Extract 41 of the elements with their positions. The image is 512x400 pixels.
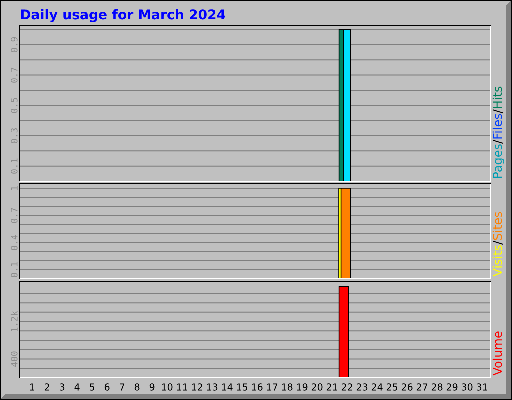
x-tick-label: 19 bbox=[297, 384, 308, 391]
x-tick-label: 21 bbox=[326, 384, 338, 391]
x-tick-label: 7 bbox=[120, 384, 125, 391]
text: / bbox=[493, 110, 504, 114]
x-tick-label: 24 bbox=[372, 384, 383, 391]
text: / bbox=[493, 240, 504, 245]
x-tick-label: 10 bbox=[162, 384, 173, 391]
x-tick-label: 14 bbox=[222, 384, 233, 391]
text: Pages bbox=[493, 144, 504, 178]
x-tick-label: 9 bbox=[150, 384, 155, 391]
x-tick-label: 16 bbox=[252, 384, 263, 391]
x-tick-label: 20 bbox=[312, 384, 323, 391]
x-tick-label: 22 bbox=[342, 384, 352, 391]
x-tick-label: 23 bbox=[356, 384, 368, 391]
text: Sites bbox=[492, 212, 502, 240]
text: / bbox=[493, 140, 504, 144]
x-tick-label: 8 bbox=[134, 384, 140, 391]
x-tick-label: 3 bbox=[60, 384, 65, 391]
x-tick-label: 28 bbox=[432, 384, 443, 391]
x-tick-label: 11 bbox=[177, 384, 188, 391]
text: Visits bbox=[492, 246, 502, 277]
x-tick-label: 15 bbox=[237, 384, 248, 391]
x-tick-label: 29 bbox=[446, 384, 458, 391]
x-tick-label: 4 bbox=[74, 384, 80, 391]
x-tick-label: 31 bbox=[476, 384, 488, 391]
x-tick-label: 18 bbox=[282, 384, 293, 391]
chart-title: Daily usage for March 2024 bbox=[21, 9, 226, 22]
x-tick-label: 13 bbox=[207, 384, 218, 391]
legend-label: Files bbox=[492, 114, 502, 139]
x-tick-label: 5 bbox=[90, 384, 95, 391]
x-tick-label: 26 bbox=[402, 384, 413, 391]
x-tick-label: 25 bbox=[386, 384, 398, 391]
x-tick-label: 6 bbox=[104, 384, 110, 391]
x-tick-label: 1 bbox=[30, 384, 34, 391]
x-tick-label: 12 bbox=[192, 384, 202, 391]
x-tick-label: 30 bbox=[462, 384, 473, 391]
x-tick-label: 27 bbox=[416, 384, 428, 391]
x-tick-label: 2 bbox=[44, 384, 50, 391]
text: Hits bbox=[492, 86, 502, 108]
x-tick-label: 17 bbox=[267, 384, 278, 391]
text: Volume bbox=[492, 332, 502, 376]
